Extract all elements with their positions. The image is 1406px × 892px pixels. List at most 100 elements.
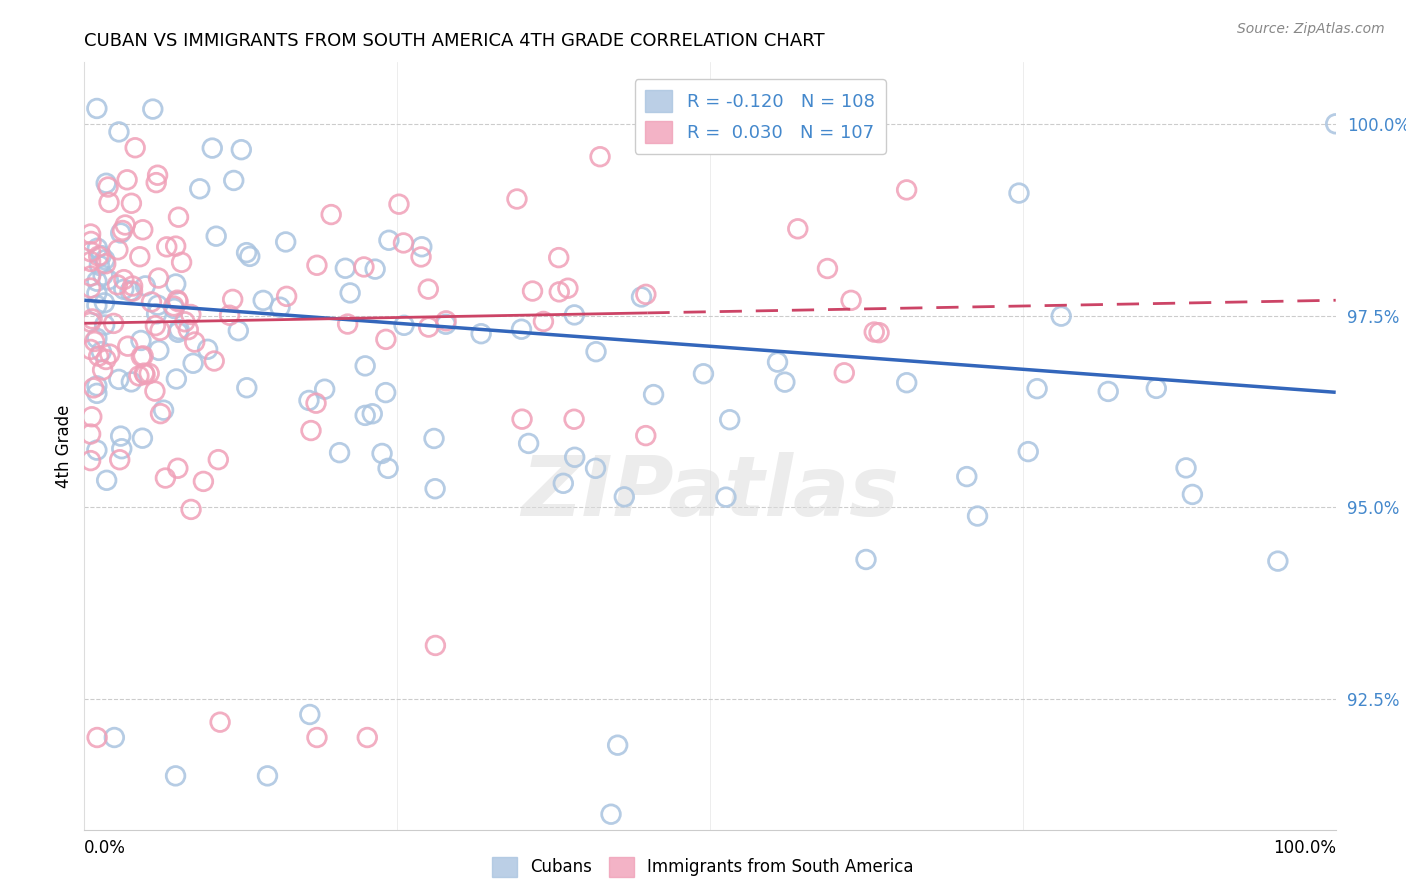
Point — [855, 552, 877, 566]
Point — [79, 227, 101, 241]
Point — [354, 359, 377, 373]
Point — [121, 279, 143, 293]
Point — [86, 274, 108, 288]
Point — [129, 334, 152, 348]
Point — [111, 223, 134, 237]
Point — [79, 244, 101, 259]
Point — [256, 769, 278, 783]
Point — [96, 473, 118, 487]
Point — [235, 245, 257, 260]
Point — [148, 271, 170, 285]
Point — [143, 384, 166, 398]
Point — [79, 427, 101, 442]
Point — [138, 367, 160, 381]
Point — [585, 461, 607, 475]
Point — [553, 476, 575, 491]
Point — [718, 413, 741, 427]
Point — [193, 475, 215, 489]
Point — [111, 442, 134, 456]
Point — [181, 356, 204, 370]
Point — [83, 334, 105, 349]
Point — [1267, 554, 1289, 568]
Point — [522, 284, 544, 298]
Point — [93, 318, 115, 332]
Point — [374, 332, 396, 346]
Point — [121, 284, 143, 298]
Point — [174, 315, 197, 329]
Point — [94, 352, 117, 367]
Point — [105, 277, 128, 292]
Point — [166, 293, 188, 308]
Point — [188, 182, 211, 196]
Point — [134, 368, 156, 382]
Point — [305, 396, 328, 410]
Text: ZIPatlas: ZIPatlas — [522, 451, 898, 533]
Point — [634, 428, 657, 442]
Point — [107, 243, 129, 257]
Point — [97, 273, 120, 287]
Point — [418, 320, 440, 334]
Point — [86, 379, 108, 393]
Point — [378, 233, 401, 247]
Point — [86, 102, 108, 116]
Point — [79, 343, 101, 357]
Point — [177, 323, 200, 337]
Point — [87, 249, 110, 263]
Point — [156, 240, 179, 254]
Point — [425, 639, 447, 653]
Point — [103, 731, 125, 745]
Point — [110, 226, 132, 240]
Point — [239, 249, 262, 263]
Point — [165, 277, 187, 291]
Point — [80, 312, 103, 326]
Point — [118, 284, 141, 298]
Point — [1324, 117, 1347, 131]
Point — [269, 300, 291, 314]
Point — [197, 343, 219, 357]
Point — [79, 453, 101, 467]
Point — [86, 331, 108, 345]
Point — [98, 347, 121, 361]
Point — [114, 218, 136, 232]
Point — [423, 432, 446, 446]
Point — [134, 278, 156, 293]
Point — [134, 366, 156, 380]
Point — [839, 293, 862, 308]
Point — [183, 334, 205, 349]
Point — [692, 367, 714, 381]
Point — [166, 461, 188, 475]
Point — [218, 308, 240, 322]
Point — [120, 196, 142, 211]
Point — [1181, 487, 1204, 501]
Point — [434, 318, 457, 332]
Point — [564, 450, 586, 465]
Text: Source: ZipAtlas.com: Source: ZipAtlas.com — [1237, 22, 1385, 37]
Point — [163, 299, 186, 313]
Point — [222, 173, 245, 187]
Point — [170, 255, 193, 269]
Point — [336, 317, 359, 331]
Point — [786, 221, 808, 235]
Point — [335, 261, 357, 276]
Point — [361, 407, 384, 421]
Point — [180, 308, 202, 322]
Point — [86, 443, 108, 458]
Point — [356, 731, 378, 745]
Point — [314, 382, 336, 396]
Point — [209, 715, 232, 730]
Point — [236, 381, 259, 395]
Point — [773, 375, 796, 389]
Point — [606, 738, 628, 752]
Point — [274, 235, 297, 249]
Text: 0.0%: 0.0% — [84, 838, 127, 856]
Point — [418, 282, 440, 296]
Point — [148, 343, 170, 358]
Point — [305, 731, 328, 745]
Text: CUBAN VS IMMIGRANTS FROM SOUTH AMERICA 4TH GRADE CORRELATION CHART: CUBAN VS IMMIGRANTS FROM SOUTH AMERICA 4… — [84, 32, 825, 50]
Point — [548, 285, 571, 299]
Point — [79, 315, 101, 329]
Point — [165, 769, 187, 783]
Point — [132, 223, 155, 237]
Point — [89, 258, 111, 272]
Point — [201, 141, 224, 155]
